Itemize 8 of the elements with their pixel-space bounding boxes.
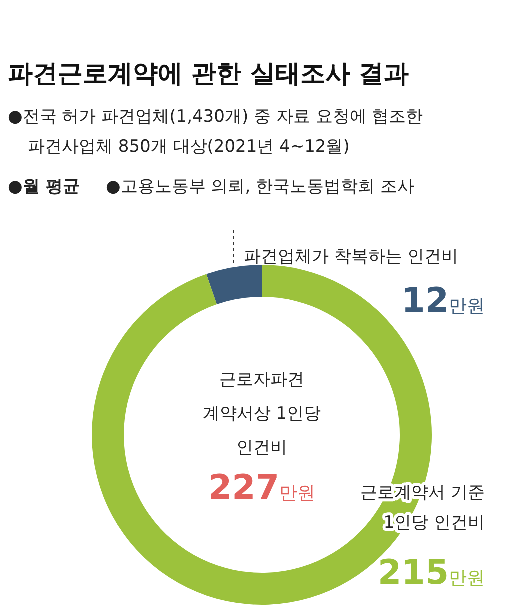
slice-label: 파견업체가 착복하는 인건비 bbox=[244, 247, 459, 267]
chart-title: 파견근로계약에 관한 실태조사 결과 bbox=[8, 59, 410, 88]
data-label: 12만원 bbox=[402, 281, 485, 321]
text: ●고용노동부 의뢰, 한국노동법학회 조사 bbox=[106, 177, 414, 197]
chart-subtitle: ●전국 허가 파견업체(1,430개) 중 자료 요청에 협조한 파견사업체 850개 대상(2021년 4~12월) bbox=[8, 107, 424, 157]
text: ●월 평균 bbox=[8, 177, 80, 197]
text: 근로자파견 계약서상 1인당 인건비 227만원 bbox=[202, 370, 322, 508]
data-label: 215만원 bbox=[378, 553, 485, 593]
